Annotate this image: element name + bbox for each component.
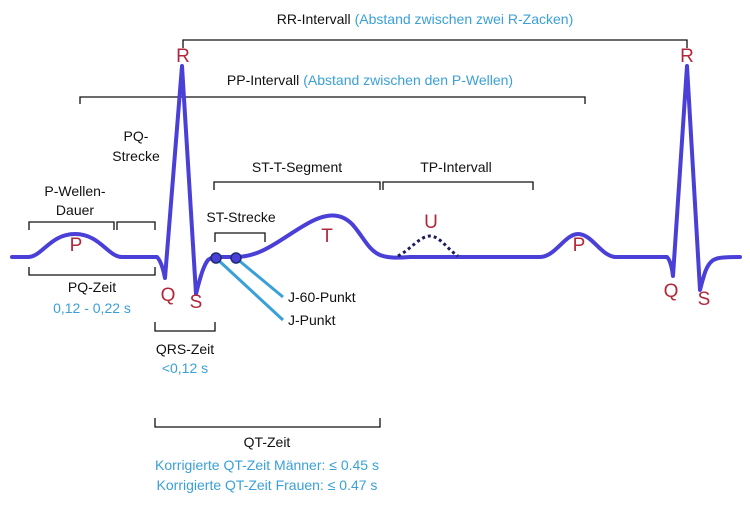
j-point-pointer (214, 256, 285, 322)
st-t-segment-label: ST-T-Segment (252, 159, 342, 175)
u-wave-label: U (424, 212, 438, 233)
p-wave-label: P (70, 235, 83, 256)
r-wave-label: R (176, 46, 190, 67)
tp-interval-bracket (382, 181, 534, 190)
st-strecke: ST-Strecke (206, 209, 276, 242)
qt-time-label: QT-Zeit (244, 434, 291, 450)
pp-interval-label: PP-Intervall (Abstand zwischen den P-Wel… (227, 72, 513, 89)
qrs-time-bracket (154, 322, 216, 332)
q-wave-label-2: Q (664, 281, 679, 302)
u-wave (397, 234, 459, 258)
ecg-waveform (10, 64, 742, 296)
pq-strecke-label-1: PQ- (124, 128, 149, 144)
pp-interval: PP-Intervall (Abstand zwischen den P-Wel… (79, 72, 586, 104)
j60-point-label: J-60-Punkt (288, 289, 356, 305)
s-wave-label: S (190, 292, 203, 313)
rr-interval: RR-Intervall (Abstand zwischen zwei R-Za… (182, 11, 688, 48)
tp-interval-label: TP-Intervall (420, 159, 492, 175)
pq-time: PQ-Zeit 0,12 - 0,22 s (28, 267, 156, 316)
st-strecke-bracket (214, 232, 266, 242)
pq-time-value: 0,12 - 0,22 s (53, 300, 131, 316)
qrs-time: QRS-Zeit <0,12 s (154, 322, 216, 376)
tp-interval: TP-Intervall (382, 159, 534, 190)
t-wave-label: T (321, 226, 333, 247)
qt-time-bracket (154, 418, 381, 428)
qrs-time-label: QRS-Zeit (156, 341, 214, 357)
st-t-segment: ST-T-Segment (213, 159, 381, 190)
p-wave-duration: P-Wellen- Dauer (28, 183, 115, 230)
j-point-marker (210, 252, 222, 264)
qrs-time-value: <0,12 s (162, 360, 208, 376)
pq-strecke-bracket (116, 221, 156, 230)
pq-time-label: PQ-Zeit (68, 279, 116, 295)
j-points: J-60-Punkt J-Punkt (210, 252, 356, 328)
j-point-label: J-Punkt (288, 312, 336, 328)
pq-strecke: PQ- Strecke (112, 128, 160, 230)
p-duration-bracket (28, 221, 115, 230)
pp-bracket (79, 96, 586, 104)
p-duration-label-2: Dauer (56, 202, 94, 218)
rr-interval-label: RR-Intervall (Abstand zwischen zwei R-Za… (277, 11, 574, 28)
pq-time-bracket (28, 267, 156, 276)
q-wave-label: Q (161, 285, 176, 306)
j60-point-marker (230, 252, 242, 264)
pq-strecke-label-2: Strecke (112, 148, 160, 164)
qt-corrected-men: Korrigierte QT-Zeit Männer: ≤ 0.45 s (155, 457, 379, 473)
st-strecke-label: ST-Strecke (206, 209, 275, 225)
st-t-segment-bracket (213, 181, 381, 190)
qt-time: QT-Zeit Korrigierte QT-Zeit Männer: ≤ 0.… (154, 418, 381, 493)
rr-bracket (182, 39, 688, 48)
p-duration-label-1: P-Wellen- (44, 183, 106, 199)
r-wave-label-2: R (680, 46, 694, 67)
qt-corrected-women: Korrigierte QT-Zeit Frauen: ≤ 0.47 s (157, 477, 378, 493)
j60-point-pointer (235, 256, 284, 299)
p-wave-label-2: P (573, 235, 586, 256)
s-wave-label-2: S (698, 289, 711, 310)
